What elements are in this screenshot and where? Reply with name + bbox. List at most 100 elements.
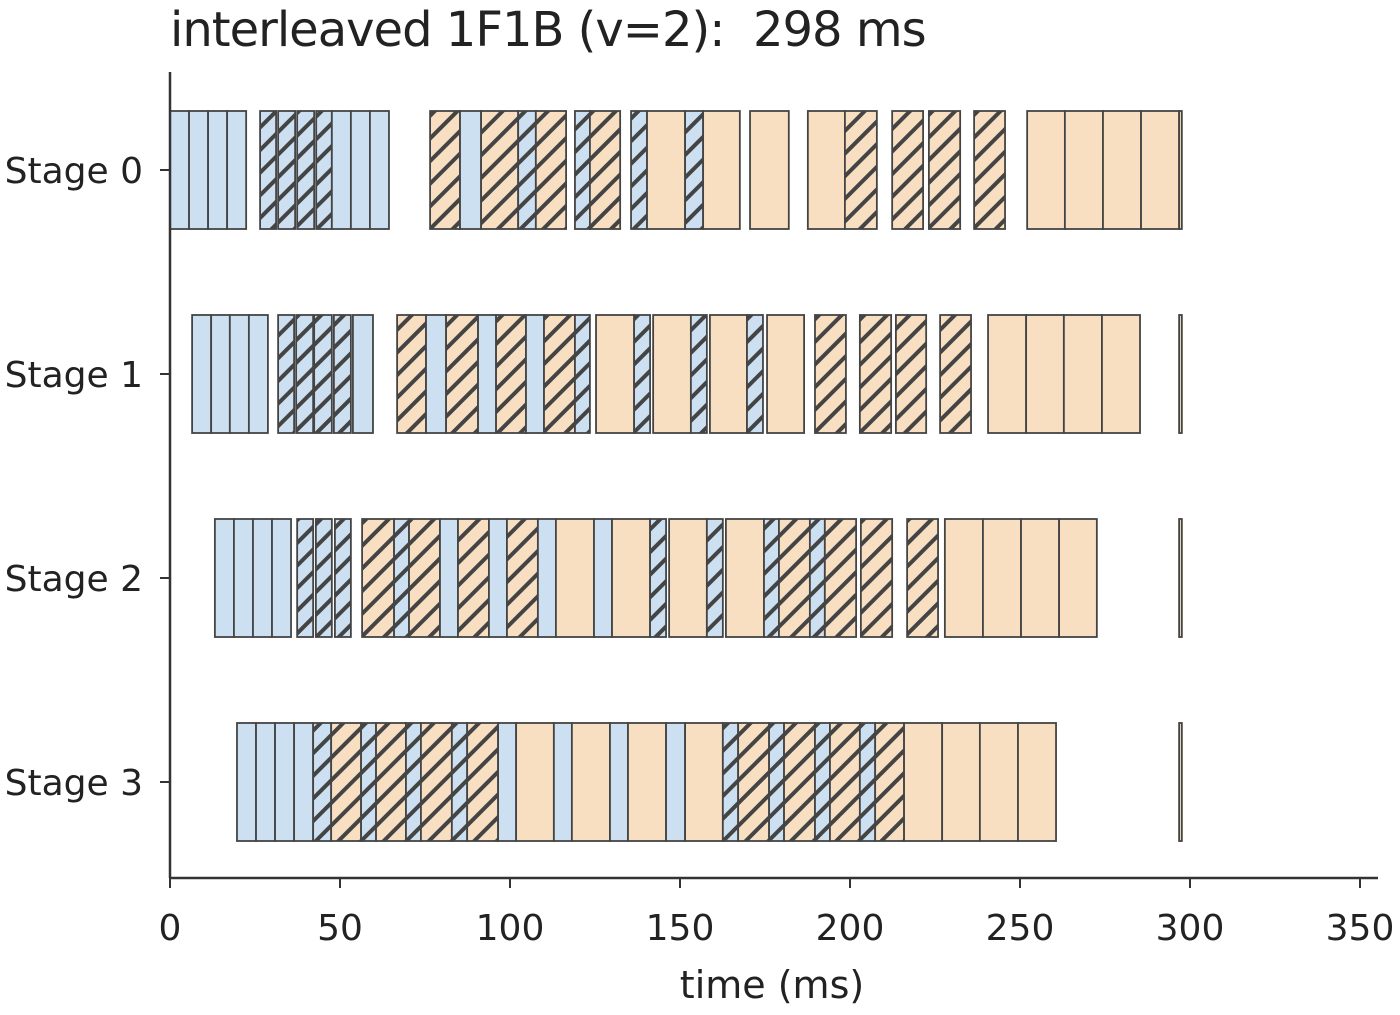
- block-edge: [702, 110, 741, 230]
- block-hatch: [297, 111, 315, 229]
- block-edge: [295, 314, 315, 434]
- x-tick-label: 350: [1326, 908, 1395, 949]
- backward-block-stage-2-23: [778, 518, 811, 638]
- block-fill: [669, 519, 707, 637]
- backward-block-stage-2-9: [408, 518, 441, 638]
- forward-block-stage-3-26: [858, 722, 877, 842]
- axis-ticks: 0 50 100 150 200 250 300 350 Stage 0 Stage 1 Stage…: [5, 151, 1395, 949]
- forward-block-stage-1-2: [228, 314, 250, 434]
- block-fill: [627, 723, 667, 841]
- x-axis-label: time (ms): [680, 963, 864, 1007]
- block-fill: [647, 111, 686, 229]
- forward-block-stage-0-1: [188, 110, 209, 230]
- forward-block-stage-3-10: [450, 722, 469, 842]
- forward-block-stage-2-0: [213, 518, 235, 638]
- block-hatch: [690, 315, 707, 433]
- block-fill: [685, 723, 723, 841]
- backward-block-stage-2-25: [823, 518, 858, 638]
- block-fill: [979, 723, 1018, 841]
- block-edge: [749, 110, 790, 230]
- block-edge: [369, 110, 390, 230]
- forward-block-stage-3-12: [497, 722, 518, 842]
- block-edge: [823, 518, 858, 638]
- block-fill: [208, 111, 228, 229]
- block-fill: [1179, 315, 1182, 433]
- block-fill: [214, 519, 234, 637]
- forward-block-stage-2-12: [488, 518, 508, 638]
- block-fill: [426, 315, 447, 433]
- block-hatch: [763, 519, 779, 637]
- block-fill: [331, 111, 351, 229]
- block-hatch: [829, 723, 860, 841]
- forward-block-stage-0-9: [349, 110, 371, 230]
- block-hatch: [297, 519, 314, 637]
- block-hatch: [376, 723, 406, 841]
- block-edge: [906, 518, 939, 638]
- block-edge: [1058, 518, 1098, 638]
- backward-block-stage-1-30: [1062, 314, 1103, 434]
- block-fill: [1179, 519, 1182, 637]
- block-fill: [612, 519, 651, 637]
- block-edge: [814, 314, 847, 434]
- block-fill: [1179, 723, 1182, 841]
- block-edge: [858, 314, 893, 434]
- stage-label: Stage 1: [5, 355, 143, 396]
- block-hatch: [446, 315, 479, 433]
- x-tick-label: 250: [986, 908, 1055, 949]
- backward-block-stage-3-29: [941, 722, 981, 842]
- block-hatch: [860, 519, 893, 637]
- backward-block-stage-1-31: [1101, 314, 1141, 434]
- backward-block-stage-1-9: [396, 314, 427, 434]
- block-hatch: [907, 519, 939, 637]
- backward-block-stage-1-23: [766, 314, 805, 434]
- block-hatch: [496, 315, 526, 433]
- backward-block-stage-2-31: [1058, 518, 1098, 638]
- backward-block-stage-0-21: [702, 110, 741, 230]
- backward-block-stage-0-22: [749, 110, 790, 230]
- forward-block-stage-1-18: [633, 314, 651, 434]
- block-fill: [352, 315, 373, 433]
- block-fill: [609, 723, 628, 841]
- block-hatch: [738, 723, 770, 841]
- block-edge: [705, 518, 724, 638]
- backward-block-stage-2-17: [611, 518, 651, 638]
- block-hatch: [634, 315, 651, 433]
- backward-block-stage-2-7: [361, 518, 395, 638]
- block-fill: [807, 111, 845, 229]
- backward-block-stage-0-28: [1026, 110, 1066, 230]
- block-hatch: [260, 111, 277, 229]
- task-blocks: [169, 110, 1183, 842]
- block-edge: [649, 518, 667, 638]
- block-fill: [192, 315, 212, 433]
- block-hatch: [940, 315, 972, 433]
- stage-label: Stage 0: [5, 151, 143, 192]
- backward-block-stage-2-32: [1178, 518, 1183, 638]
- backward-block-stage-0-24: [844, 110, 878, 230]
- forward-block-stage-3-3: [293, 722, 315, 842]
- forward-block-stage-1-5: [295, 314, 315, 434]
- block-fill: [272, 519, 292, 637]
- backward-block-stage-0-32: [1178, 110, 1183, 230]
- block-hatch: [331, 723, 362, 841]
- block-fill: [439, 519, 458, 637]
- forward-block-stage-2-2: [252, 518, 273, 638]
- block-hatch: [769, 723, 785, 841]
- backward-block-stage-3-25: [829, 722, 861, 842]
- block-fill: [725, 519, 764, 637]
- block-fill: [537, 519, 556, 637]
- forward-block-stage-0-16: [574, 110, 591, 230]
- x-tick-label: 100: [476, 908, 545, 949]
- block-edge: [1178, 518, 1183, 638]
- backward-block-stage-1-28: [987, 314, 1028, 434]
- backward-block-stage-3-7: [375, 722, 407, 842]
- block-fill: [1059, 519, 1097, 637]
- forward-block-stage-2-24: [808, 518, 826, 638]
- block-fill: [227, 111, 247, 229]
- backward-block-stage-1-32: [1178, 314, 1183, 434]
- forward-block-stage-2-22: [763, 518, 780, 638]
- forward-block-stage-2-6: [333, 518, 352, 638]
- block-fill: [233, 519, 253, 637]
- block-fill: [488, 519, 507, 637]
- block-fill: [553, 723, 572, 841]
- backward-block-stage-0-30: [1102, 110, 1142, 230]
